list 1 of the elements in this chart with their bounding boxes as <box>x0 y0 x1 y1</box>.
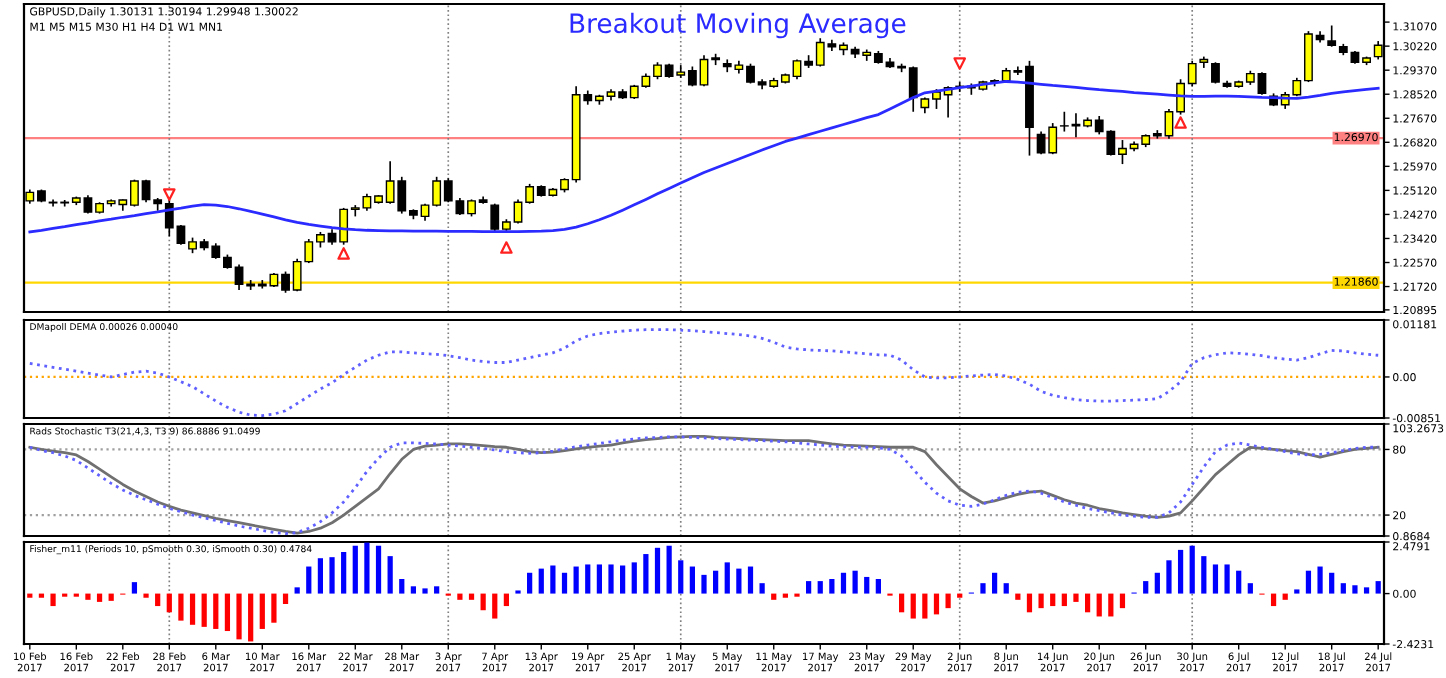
chart-title: Breakout Moving Average <box>570 12 906 39</box>
